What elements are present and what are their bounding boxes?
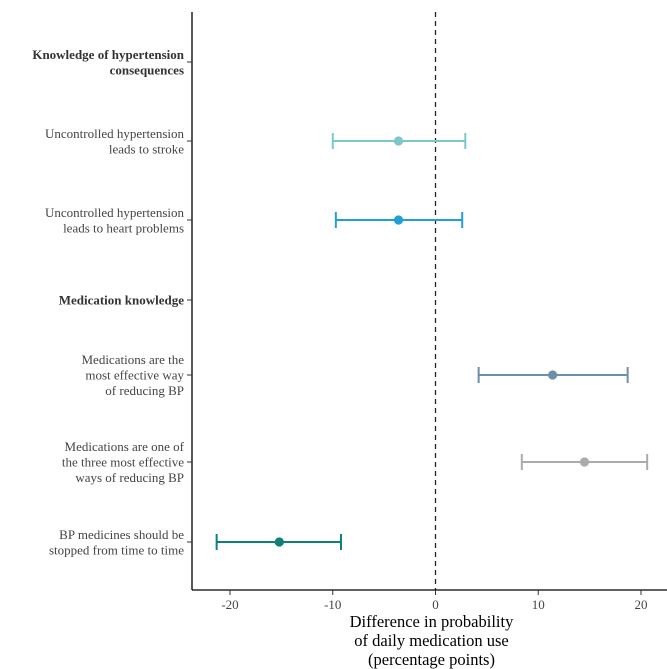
row-label: of reducing BP [105, 383, 184, 398]
section-header-label: consequences [110, 62, 184, 77]
x-axis-title-line: (percentage points) [368, 650, 495, 669]
x-tick-label: -10 [324, 597, 341, 612]
section-header-label: Knowledge of hypertension [32, 47, 184, 62]
x-tick-label: 0 [432, 597, 439, 612]
row-label: Uncontrolled hypertension [45, 126, 184, 141]
estimate-point [274, 537, 284, 547]
row-label: stopped from time to time [49, 542, 184, 557]
row-label: most effective way [85, 368, 184, 383]
x-tick-label: 10 [532, 597, 545, 612]
row-label: Medications are the [81, 352, 184, 367]
row-label: Uncontrolled hypertension [45, 205, 184, 220]
estimate-point [393, 136, 404, 146]
row-label: leads to heart problems [63, 220, 184, 235]
estimate-point [548, 370, 558, 380]
section-header-label: Medication knowledge [59, 293, 185, 308]
row-label: leads to stroke [109, 141, 184, 156]
x-axis-title-line: Difference in probability [350, 612, 514, 631]
estimate-point [579, 457, 590, 467]
x-tick-label: 20 [635, 597, 648, 612]
estimate-point [393, 215, 404, 225]
row-label: ways of reducing BP [75, 470, 184, 485]
x-tick-label: -20 [221, 597, 238, 612]
row-label: BP medicines should be [59, 527, 184, 542]
row-label: Medications are one of [65, 439, 185, 454]
row-label: the three most effective [62, 455, 184, 470]
x-axis-title-line: of daily medication use [354, 631, 508, 650]
